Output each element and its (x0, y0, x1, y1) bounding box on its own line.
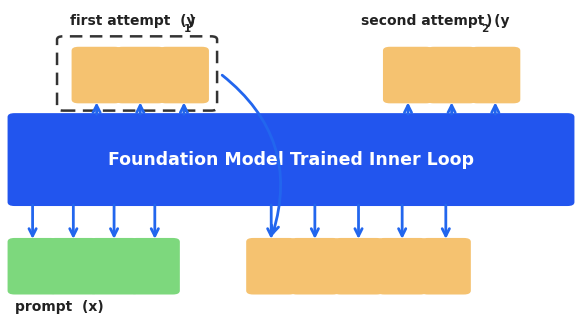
FancyBboxPatch shape (470, 47, 520, 103)
Text: second attempt  (y: second attempt (y (361, 14, 509, 27)
Text: ): ) (189, 14, 195, 27)
FancyBboxPatch shape (89, 238, 139, 295)
FancyBboxPatch shape (48, 238, 98, 295)
FancyBboxPatch shape (72, 47, 122, 103)
FancyBboxPatch shape (377, 238, 427, 295)
Text: ): ) (487, 14, 493, 27)
FancyBboxPatch shape (383, 47, 433, 103)
FancyBboxPatch shape (290, 238, 340, 295)
FancyBboxPatch shape (333, 238, 384, 295)
FancyBboxPatch shape (427, 47, 477, 103)
FancyBboxPatch shape (159, 47, 209, 103)
Text: prompt  (x): prompt (x) (15, 300, 103, 313)
FancyBboxPatch shape (246, 238, 296, 295)
FancyBboxPatch shape (115, 47, 165, 103)
Text: Foundation Model Trained Inner Loop: Foundation Model Trained Inner Loop (108, 151, 474, 168)
Text: 1: 1 (183, 24, 191, 34)
FancyBboxPatch shape (8, 113, 574, 206)
FancyBboxPatch shape (8, 238, 58, 295)
FancyBboxPatch shape (421, 238, 471, 295)
FancyBboxPatch shape (130, 238, 180, 295)
Text: 2: 2 (481, 24, 488, 34)
Text: first attempt  (y: first attempt (y (70, 14, 196, 27)
